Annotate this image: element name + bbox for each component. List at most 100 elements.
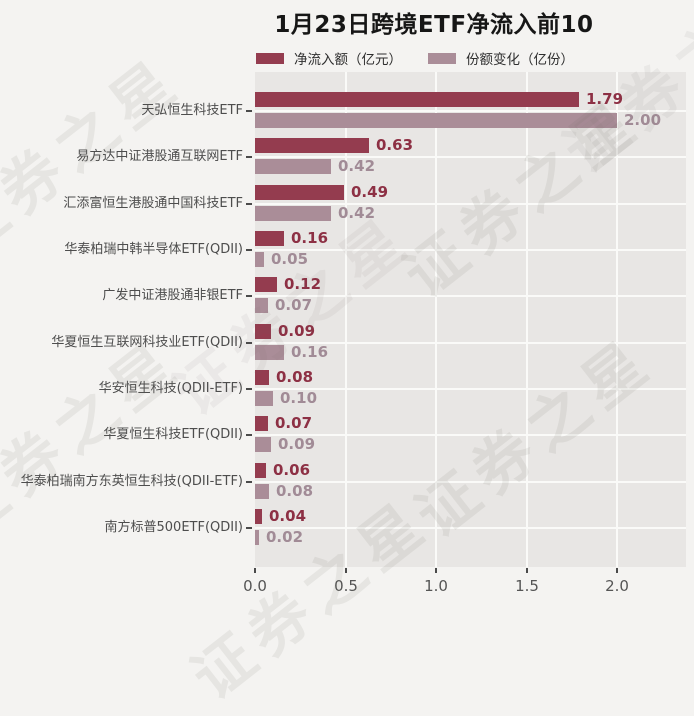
x-tick-label: 1.5 [515, 577, 539, 595]
value-label: 0.42 [338, 157, 376, 176]
chart-title: 1月23日跨境ETF净流入前10 [274, 12, 594, 38]
value-label: 0.63 [376, 136, 414, 155]
bar-share-change [255, 205, 331, 221]
category-label: 天弘恒生科技ETF [141, 103, 243, 118]
value-label: 0.42 [338, 203, 376, 222]
value-label: 0.07 [275, 296, 313, 315]
category-label: 华夏恒生科技ETF(QDII) [103, 427, 243, 443]
category-label: 易方达中证港股通互联网ETF [76, 149, 243, 165]
gridline-horizontal [255, 202, 686, 205]
x-tick: 1.0 [416, 567, 456, 595]
value-label: 0.10 [280, 388, 318, 407]
category-label: 汇添富恒生港股通中国科技ETF [63, 195, 243, 211]
gridline-horizontal [255, 480, 686, 483]
legend-item-inflow: 净流入额（亿元） [256, 48, 402, 68]
x-tick-label: 0.0 [243, 577, 267, 595]
bar-net-inflow [255, 184, 344, 200]
y-tick-mark [246, 110, 252, 112]
value-label: 0.07 [275, 414, 313, 433]
y-tick-mark [246, 248, 252, 251]
value-label: 0.12 [284, 275, 322, 294]
y-tick-mark [246, 295, 252, 298]
bar-share-change [255, 437, 271, 453]
gridline-horizontal [255, 434, 686, 437]
value-label: 0.16 [291, 228, 329, 247]
bar-share-change [255, 298, 268, 314]
bar-net-inflow [255, 138, 369, 154]
x-tick-mark [616, 568, 618, 573]
bar-share-change [255, 159, 331, 175]
bar-net-inflow [255, 323, 271, 339]
y-tick-mark [246, 387, 252, 390]
bar-share-change [255, 390, 273, 406]
x-tick: 0.0 [235, 567, 275, 595]
gridline-horizontal [255, 156, 686, 159]
x-tick-mark [254, 568, 256, 573]
bar-net-inflow [255, 508, 262, 524]
category-label: 广发中证港股通非银ETF [102, 288, 243, 304]
gridline-horizontal [255, 110, 686, 112]
category-label: 华泰柏瑞中韩半导体ETF(QDII) [64, 241, 243, 257]
category-label: 华安恒生科技(QDII-ETF) [98, 380, 243, 396]
category-label: 华夏恒生互联网科技业ETF(QDII) [51, 334, 243, 350]
value-label: 0.49 [351, 182, 389, 201]
x-tick-mark [345, 568, 347, 573]
bar-share-change [255, 113, 617, 128]
bar-net-inflow [255, 92, 579, 107]
gridline-horizontal [255, 248, 686, 251]
gridline-vertical [345, 72, 347, 567]
legend: 净流入额（亿元） 份额变化（亿份） [256, 48, 574, 68]
gridline-horizontal [255, 387, 686, 390]
bar-net-inflow [255, 416, 268, 432]
legend-label-share-change: 份额变化（亿份） [466, 52, 574, 68]
plot-area: 1.79 2.00 0.63 0.42 0.49 0.42 0.16 0.05 0.12 0.07… [255, 72, 686, 567]
value-label: 0.08 [276, 481, 314, 500]
bar-net-inflow [255, 277, 277, 293]
x-tick-label: 1.0 [424, 577, 448, 595]
value-label: 0.09 [278, 435, 316, 454]
value-label: 0.09 [278, 321, 316, 340]
x-axis: 0.0 0.5 1.0 1.5 2.0 [0, 567, 694, 603]
value-label: 0.08 [276, 367, 314, 386]
x-tick: 1.5 [507, 567, 547, 595]
gridline-vertical [435, 72, 437, 567]
y-tick-mark [246, 434, 252, 437]
value-label: 2.00 [624, 111, 662, 129]
value-label: 0.04 [269, 506, 307, 525]
legend-swatch-inflow-icon [256, 52, 284, 64]
value-label: 0.16 [291, 342, 329, 361]
category-label: 南方标普500ETF(QDII) [104, 519, 244, 535]
category-labels: 天弘恒生科技ETF 易方达中证港股通互联网ETF 汇添富恒生港股通中国科技ETF 华泰… [0, 0, 243, 606]
gridline-horizontal [255, 341, 686, 344]
x-tick-label: 2.0 [605, 577, 629, 595]
legend-label-inflow: 净流入额（亿元） [294, 52, 402, 68]
x-tick-mark [435, 568, 437, 573]
x-tick-label: 0.5 [334, 577, 358, 595]
x-tick-mark [526, 568, 528, 573]
x-tick: 0.5 [326, 567, 366, 595]
y-tick-mark [246, 156, 252, 159]
value-label: 0.06 [273, 460, 311, 479]
bar-net-inflow [255, 462, 266, 478]
bar-net-inflow [255, 369, 269, 385]
value-label: 0.02 [266, 527, 304, 546]
legend-swatch-share-change-icon [428, 52, 456, 64]
gridline-horizontal [255, 526, 686, 529]
gridline-vertical [526, 72, 528, 567]
category-label: 华泰柏瑞南方东英恒生科技(QDII-ETF) [20, 473, 243, 489]
y-tick-mark [246, 341, 252, 344]
y-tick-mark [246, 202, 252, 205]
gridline-vertical [616, 72, 618, 567]
bar-share-change [255, 251, 264, 267]
bar-share-change [255, 529, 259, 545]
bar-share-change [255, 483, 269, 499]
bar-share-change [255, 344, 284, 360]
y-tick-mark [246, 480, 252, 483]
x-tick: 2.0 [597, 567, 637, 595]
bar-net-inflow [255, 230, 284, 246]
value-label: 0.05 [271, 249, 309, 268]
y-tick-mark [246, 526, 252, 529]
gridline-horizontal [255, 295, 686, 298]
value-label: 1.79 [586, 90, 624, 108]
